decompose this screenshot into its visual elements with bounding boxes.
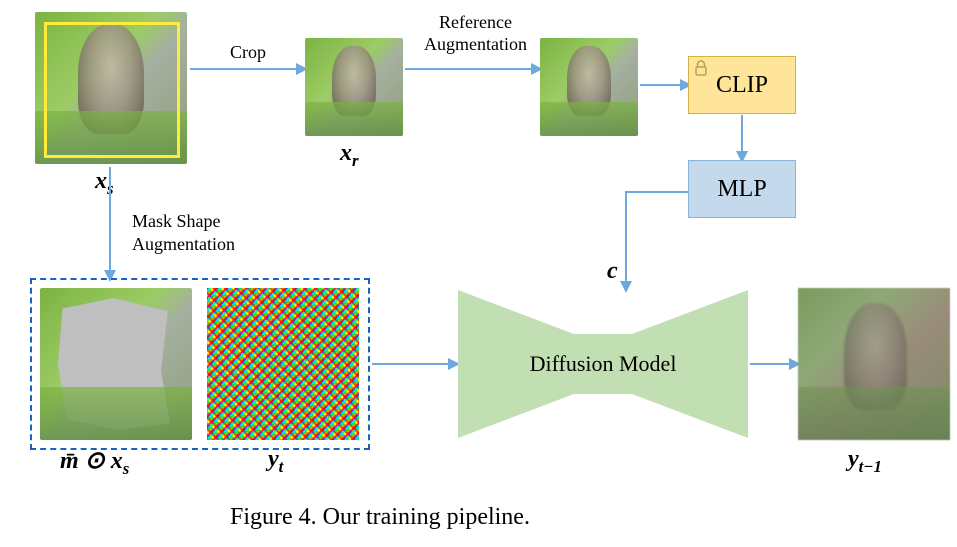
arrow-mlp-c-h xyxy=(626,191,688,193)
arrow-mask-aug xyxy=(109,167,111,272)
arrow-to-diffusion xyxy=(372,363,450,365)
arrow-refaug xyxy=(405,68,533,70)
figure-caption: Figure 4. Our training pipeline. xyxy=(0,504,760,531)
arrow-to-output xyxy=(750,363,791,365)
arrow-mlp-c-v xyxy=(625,191,627,283)
label-refaug: Reference Augmentation xyxy=(424,12,527,55)
mask-shape xyxy=(58,298,170,430)
mlp-box: MLP xyxy=(688,160,796,218)
label-crop: Crop xyxy=(230,42,266,63)
augmented-image xyxy=(540,38,638,136)
arrow-to-clip xyxy=(640,84,682,86)
crop-box xyxy=(44,22,180,158)
clip-text: CLIP xyxy=(716,72,768,99)
diffusion-text: Diffusion Model xyxy=(530,351,677,377)
diffusion-block: Diffusion Model xyxy=(458,290,748,438)
arrow-crop xyxy=(190,68,298,70)
label-c: c xyxy=(607,258,618,285)
label-output: yt−1 xyxy=(848,446,882,477)
arrow-clip-mlp xyxy=(741,115,743,153)
label-mask-aug: Mask Shape Augmentation xyxy=(132,210,235,255)
label-xr: xr xyxy=(340,140,359,171)
lock-icon xyxy=(694,60,708,81)
label-masked: m̄ ⊙ xs xyxy=(60,446,129,479)
label-yt: yt xyxy=(268,446,283,477)
xr-image xyxy=(305,38,403,136)
mlp-text: MLP xyxy=(717,176,766,203)
yt-image xyxy=(207,288,359,440)
output-image xyxy=(798,288,950,440)
masked-image xyxy=(40,288,192,440)
